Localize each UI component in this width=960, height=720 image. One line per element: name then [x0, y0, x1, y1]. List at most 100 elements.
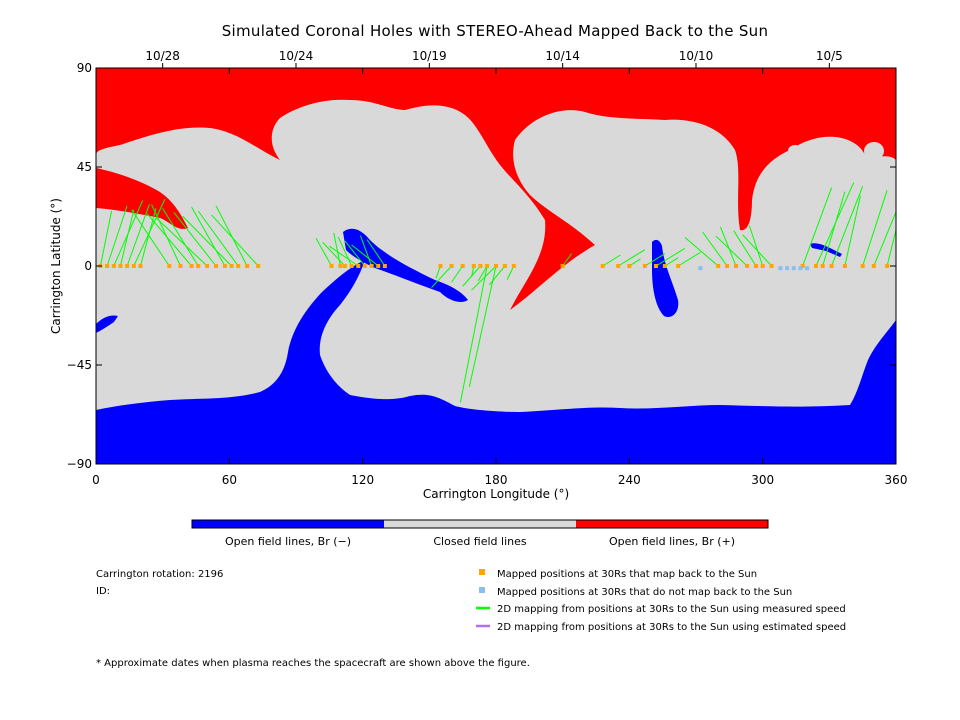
mapping-line: [822, 191, 846, 267]
mapping-line: [431, 265, 452, 288]
colorbar: Open field lines, Br (−) Closed field li…: [191, 519, 769, 548]
negative-open-patch: [652, 239, 679, 318]
mapped-point: [222, 264, 227, 268]
mapped-point: [178, 264, 183, 268]
mapped-point: [214, 264, 218, 268]
mapping-line: [468, 265, 497, 388]
x-axis: 0 60 120 180 240 300 360: [92, 68, 907, 487]
plot-area: [96, 68, 896, 464]
mapping-line: [702, 231, 728, 267]
colorbar-frame: [191, 519, 769, 529]
y-axis: −90 −45 0 45 90: [67, 61, 896, 471]
unmapped-point: [805, 266, 810, 271]
mapping-line: [126, 204, 150, 267]
mapped-point: [725, 264, 730, 268]
mapped-point: [760, 264, 765, 268]
date-tick-label: 10/19: [412, 49, 447, 63]
mapped-point: [627, 264, 632, 268]
mapping-line: [733, 230, 757, 267]
y-tick-label: 90: [77, 61, 92, 75]
mapped-point: [329, 264, 334, 268]
mapping-line: [655, 247, 686, 267]
mapping-line: [459, 265, 488, 403]
date-tick-label: 10/14: [545, 49, 580, 63]
mapped-point: [820, 264, 825, 268]
mapping-line: [844, 195, 861, 267]
mapping-line: [191, 206, 226, 267]
mapped-point: [754, 264, 758, 268]
negative-open-left: [96, 315, 118, 333]
mapping-line: [715, 235, 748, 267]
legend-marker-unmapped: [479, 587, 485, 593]
closed-island-2: [788, 145, 802, 157]
mapping-line: [322, 241, 346, 267]
mapping-line: [173, 212, 217, 267]
mapped-point: [494, 264, 498, 268]
mapped-point: [745, 264, 750, 268]
mapping-line: [719, 226, 737, 267]
unmapped-point: [791, 266, 796, 271]
mapping-line: [748, 225, 764, 267]
mapped-point: [662, 264, 667, 268]
mapped-point: [485, 264, 490, 268]
mapping-line: [802, 187, 833, 267]
mapping-line: [131, 209, 170, 267]
mapped-point: [716, 264, 721, 268]
mapping-line: [99, 210, 113, 267]
mapped-point: [138, 264, 143, 268]
colorbar-negative: [192, 520, 384, 528]
x-tick-label: 120: [351, 473, 374, 487]
mapped-point: [829, 264, 834, 268]
negative-open-stripe: [343, 228, 468, 303]
mapped-point: [449, 264, 454, 268]
date-tick-label: 10/5: [816, 49, 843, 63]
y-tick-label: −45: [67, 358, 92, 372]
mapped-point: [362, 264, 367, 268]
mapped-point: [814, 264, 818, 268]
mapped-point: [189, 264, 194, 268]
unmapped-points: [698, 266, 810, 271]
colorbar-label-closed: Closed field lines: [433, 535, 527, 548]
carrington-rotation: Carrington rotation: 2196: [96, 569, 223, 580]
mapped-point: [600, 264, 605, 268]
mapping-line: [155, 217, 208, 267]
mapping-line: [862, 190, 888, 267]
mapped-point: [860, 264, 865, 268]
mapping-line: [451, 265, 464, 283]
mapping-line: [644, 253, 666, 267]
colorbar-label-negative: Open field lines, Br (−): [225, 535, 351, 548]
legend-label-estimated: 2D mapping from positions at 30Rs to the…: [497, 622, 846, 633]
mapped-point: [382, 264, 387, 268]
unmapped-point: [698, 266, 703, 271]
mapping-line: [344, 240, 366, 267]
y-tick-label: −90: [67, 457, 92, 471]
mapped-point: [125, 264, 130, 268]
date-tick-label: 10/24: [279, 49, 314, 63]
colorbar-closed: [384, 520, 576, 528]
mapping-line: [462, 265, 481, 287]
mapped-point: [438, 264, 443, 268]
mapped-point: [800, 264, 805, 268]
x-axis-label: Carrington Longitude (°): [423, 487, 569, 501]
y-axis-label: Carrington Latitude (°): [49, 198, 63, 334]
mapping-line: [182, 215, 232, 267]
mapping-line: [329, 245, 359, 267]
mapping-line: [831, 186, 864, 267]
mapped-point: [616, 264, 621, 268]
mapping-line: [106, 205, 128, 267]
mapped-point: [502, 264, 507, 268]
mapping-line: [873, 210, 896, 267]
negative-open-dots: [810, 243, 842, 257]
y-tick-label: 0: [84, 259, 92, 273]
colorbar-label-positive: Open field lines, Br (+): [609, 535, 735, 548]
x-tick-label: 360: [885, 473, 908, 487]
mapping-line: [488, 265, 506, 286]
y-tick-label: 45: [77, 160, 92, 174]
id-label: ID:: [96, 586, 110, 597]
mapping-line: [677, 251, 701, 267]
legend-label-measured: 2D mapping from positions at 30Rs to the…: [497, 604, 846, 615]
mapped-point: [560, 264, 565, 268]
unmapped-point: [785, 266, 790, 271]
mapped-point: [842, 264, 847, 268]
